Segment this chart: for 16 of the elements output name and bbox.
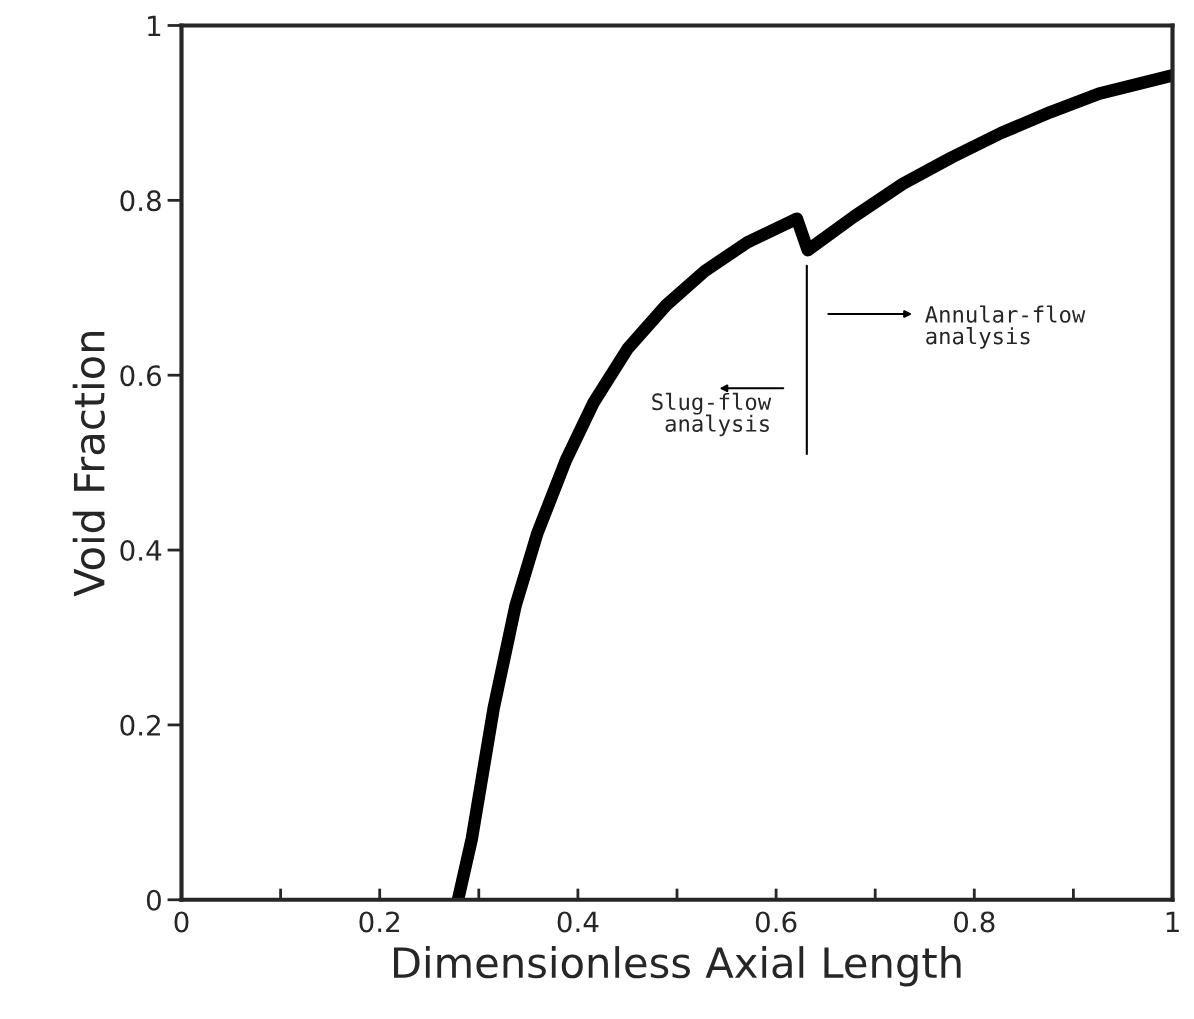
x-tick-label: 0.6 <box>755 911 797 933</box>
x-axis-title: Dimensionless Axial Length <box>394 946 961 987</box>
y-tick-label: 0.8 <box>120 190 161 212</box>
x-tick-label: 1 <box>1166 911 1179 932</box>
x-tick-label: 0 <box>174 911 189 933</box>
y-tick-label: 0.4 <box>120 539 162 561</box>
annotation: Annular-flow analysis <box>925 305 1086 349</box>
y-tick-label: 0.2 <box>120 714 160 736</box>
x-tick-label: 0.4 <box>557 911 599 933</box>
y-tick-label: 0 <box>146 889 161 911</box>
annotation: Slug-flow analysis <box>652 392 772 437</box>
x-tick-label: 0.8 <box>954 911 995 933</box>
y-axis-title: Void Fraction <box>72 331 105 597</box>
y-tick-label: 0.6 <box>120 365 161 387</box>
x-tick-label: 0.2 <box>359 911 399 933</box>
y-tick-label: 1 <box>148 15 161 37</box>
